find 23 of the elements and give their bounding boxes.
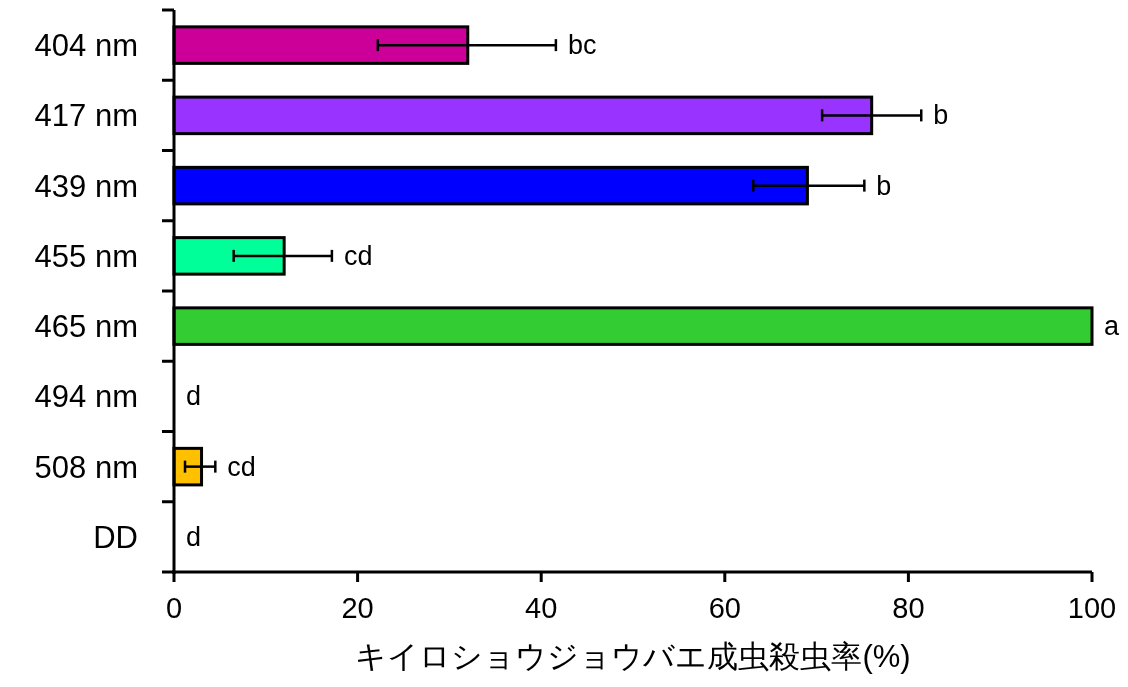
y-tick-label: 455 nm [34, 238, 138, 274]
x-tick-label: 60 [708, 592, 741, 624]
annotation: d [186, 521, 202, 552]
annotation: bc [567, 30, 597, 61]
annotation: b [933, 100, 949, 131]
y-tick-label: 417 nm [34, 98, 138, 134]
y-tick-label: DD [93, 519, 138, 555]
x-tick-label: 0 [165, 592, 183, 624]
x-tick-label: 40 [525, 592, 558, 624]
x-tick-label: 80 [892, 592, 925, 624]
annotation: cd [343, 240, 373, 271]
x-tick-label: 20 [341, 592, 374, 624]
y-tick-label: 494 nm [34, 379, 138, 415]
annotation: a [1104, 311, 1120, 342]
y-tick-label: 404 nm [34, 28, 138, 64]
y-tick-label: 439 nm [34, 168, 138, 204]
annotation: b [876, 170, 892, 201]
annotation: cd [227, 451, 256, 482]
y-tick-label: 508 nm [34, 449, 138, 485]
annotation: d [186, 381, 202, 412]
y-tick-label: 465 nm [34, 309, 138, 345]
x-tick-label: 100 [1067, 592, 1117, 624]
x-axis-title: キイロショウジョウバエ成虫殺虫率(%) [355, 639, 911, 674]
